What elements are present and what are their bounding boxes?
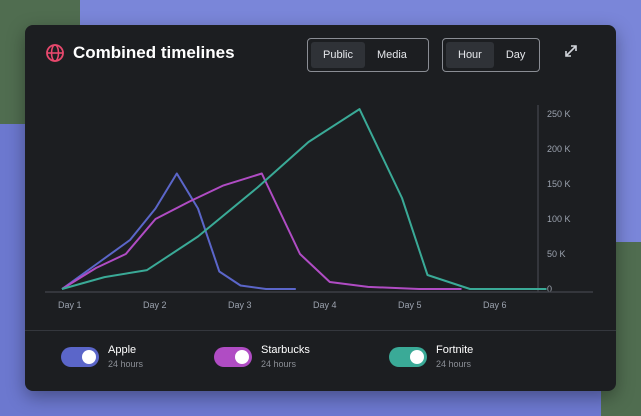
x-tick-label: Day 4 — [313, 300, 337, 310]
page-title: Combined timelines — [73, 43, 235, 62]
expand-icon[interactable] — [563, 43, 579, 59]
visibility-toggle: Public Media — [307, 38, 429, 72]
chart-lines — [61, 108, 547, 290]
toggle-switch[interactable] — [61, 347, 99, 367]
globe-icon — [46, 44, 64, 62]
media-option[interactable]: Media — [376, 49, 407, 61]
timeline-card: Combined timelines Public Media Hour Day… — [25, 25, 616, 391]
card-header: Combined timelines — [45, 41, 235, 65]
toggle-switch[interactable] — [214, 347, 252, 367]
x-tick-label: Day 2 — [143, 300, 167, 310]
x-tick-label: Day 3 — [228, 300, 252, 310]
legend-label: Starbucks — [261, 344, 310, 356]
x-axis: Day 1 Day 2 Day 3 Day 4 Day 5 Day 6 — [45, 291, 593, 310]
y-tick-label: 100 K — [547, 214, 571, 224]
legend-toggle-apple[interactable]: Apple 24 hours — [61, 342, 143, 372]
legend-label: Apple — [108, 344, 137, 356]
legend-toggle-starbucks[interactable]: Starbucks 24 hours — [214, 342, 310, 372]
legend-sublabel: 24 hours — [436, 359, 472, 369]
period-toggle: Hour Day — [442, 38, 540, 72]
y-tick-label: 200 K — [547, 144, 571, 154]
public-option[interactable]: Public — [311, 42, 365, 68]
series-line-apple — [61, 172, 296, 290]
hour-option[interactable]: Hour — [446, 42, 494, 68]
legend-label: Fortnite — [436, 344, 474, 356]
series-line-starbucks — [61, 172, 462, 290]
y-tick-label: 0 — [547, 284, 552, 294]
y-tick-label: 250 K — [547, 109, 571, 119]
series-line-fortnite — [61, 108, 547, 290]
legend-sublabel: 24 hours — [261, 359, 297, 369]
x-tick-label: Day 6 — [483, 300, 507, 310]
y-tick-label: 150 K — [547, 179, 571, 189]
x-tick-label: Day 1 — [58, 300, 82, 310]
legend-toggle-fortnite[interactable]: Fortnite 24 hours — [389, 342, 473, 372]
y-axis: 250 K 200 K 150 K 100 K 50 K 0 — [537, 105, 571, 294]
legend-sublabel: 24 hours — [108, 359, 144, 369]
divider — [25, 330, 616, 331]
toggle-switch[interactable] — [389, 347, 427, 367]
y-tick-label: 50 K — [547, 249, 566, 259]
day-option[interactable]: Day — [505, 49, 526, 61]
x-tick-label: Day 5 — [398, 300, 422, 310]
